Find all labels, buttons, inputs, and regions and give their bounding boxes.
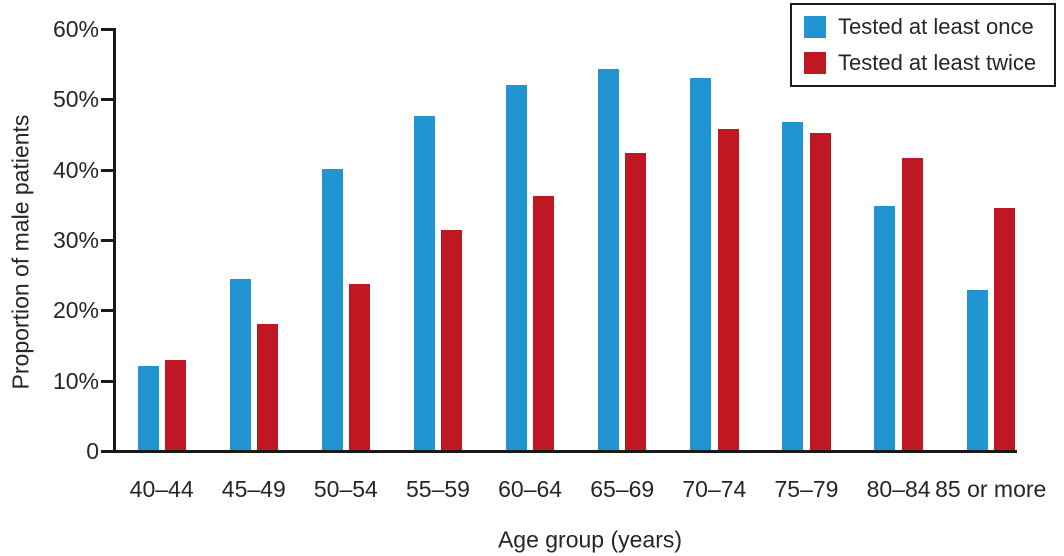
y-tick-label: 50% — [52, 86, 99, 113]
bar-once — [598, 69, 620, 450]
y-tick-label: 60% — [52, 16, 99, 42]
y-axis-tick — [101, 239, 113, 242]
bar-twice — [349, 284, 371, 450]
y-axis-tick — [101, 28, 113, 31]
y-axis-tick — [101, 450, 113, 453]
bar-once — [321, 168, 343, 450]
x-tick-label: 45–49 — [221, 476, 286, 502]
y-axis-tick — [101, 168, 113, 172]
bar-twice — [441, 230, 463, 450]
bar-twice — [993, 208, 1015, 450]
x-tick-label: 55–59 — [406, 476, 470, 502]
bar-once — [966, 289, 988, 450]
y-tick-label: 40% — [52, 156, 99, 183]
legend-swatch — [804, 52, 826, 74]
bar-once — [690, 78, 712, 450]
bar-twice — [164, 360, 186, 450]
x-axis-line — [113, 450, 1017, 453]
legend-item: Tested at least twice — [804, 51, 1042, 75]
y-tick-label: 20% — [52, 297, 99, 324]
legend-label: Tested at least once — [838, 14, 1034, 39]
legend: Tested at least once Tested at least twic… — [790, 3, 1056, 87]
legend-label: Tested at least twice — [838, 50, 1037, 75]
bar-twice — [901, 157, 923, 450]
x-axis-title: Age group (years) — [497, 526, 683, 553]
x-tick-label: 80–84 — [866, 476, 931, 502]
bar-twice — [533, 196, 555, 450]
bar-once — [229, 278, 251, 450]
y-tick-label: 10% — [52, 367, 99, 394]
bar-once — [782, 121, 804, 450]
y-tick-label: 0 — [86, 438, 99, 464]
x-tick-label: 85 or more — [935, 476, 1047, 502]
y-axis-tick — [101, 309, 113, 313]
bar-once — [874, 206, 896, 450]
bar-twice — [625, 152, 647, 450]
legend-swatch — [804, 16, 826, 38]
x-tick-label: 50–54 — [313, 476, 378, 502]
y-axis-tick — [101, 98, 113, 102]
bar-twice — [717, 128, 739, 450]
x-tick-label: 75–79 — [774, 476, 839, 502]
legend-item: Tested at least once — [804, 15, 1042, 39]
bar-twice — [256, 324, 278, 450]
y-axis-tick — [101, 379, 113, 383]
bar-once — [505, 85, 527, 450]
x-tick-label: 65–69 — [590, 476, 655, 502]
x-tick-label: 70–74 — [682, 476, 747, 502]
bar-twice — [809, 133, 831, 450]
bar-once — [137, 365, 159, 450]
x-tick-label: 40–44 — [129, 476, 194, 502]
y-axis-line — [113, 28, 116, 453]
y-tick-label: 30% — [52, 227, 99, 253]
bar-once — [413, 116, 435, 450]
x-tick-label: 60–64 — [498, 476, 563, 502]
